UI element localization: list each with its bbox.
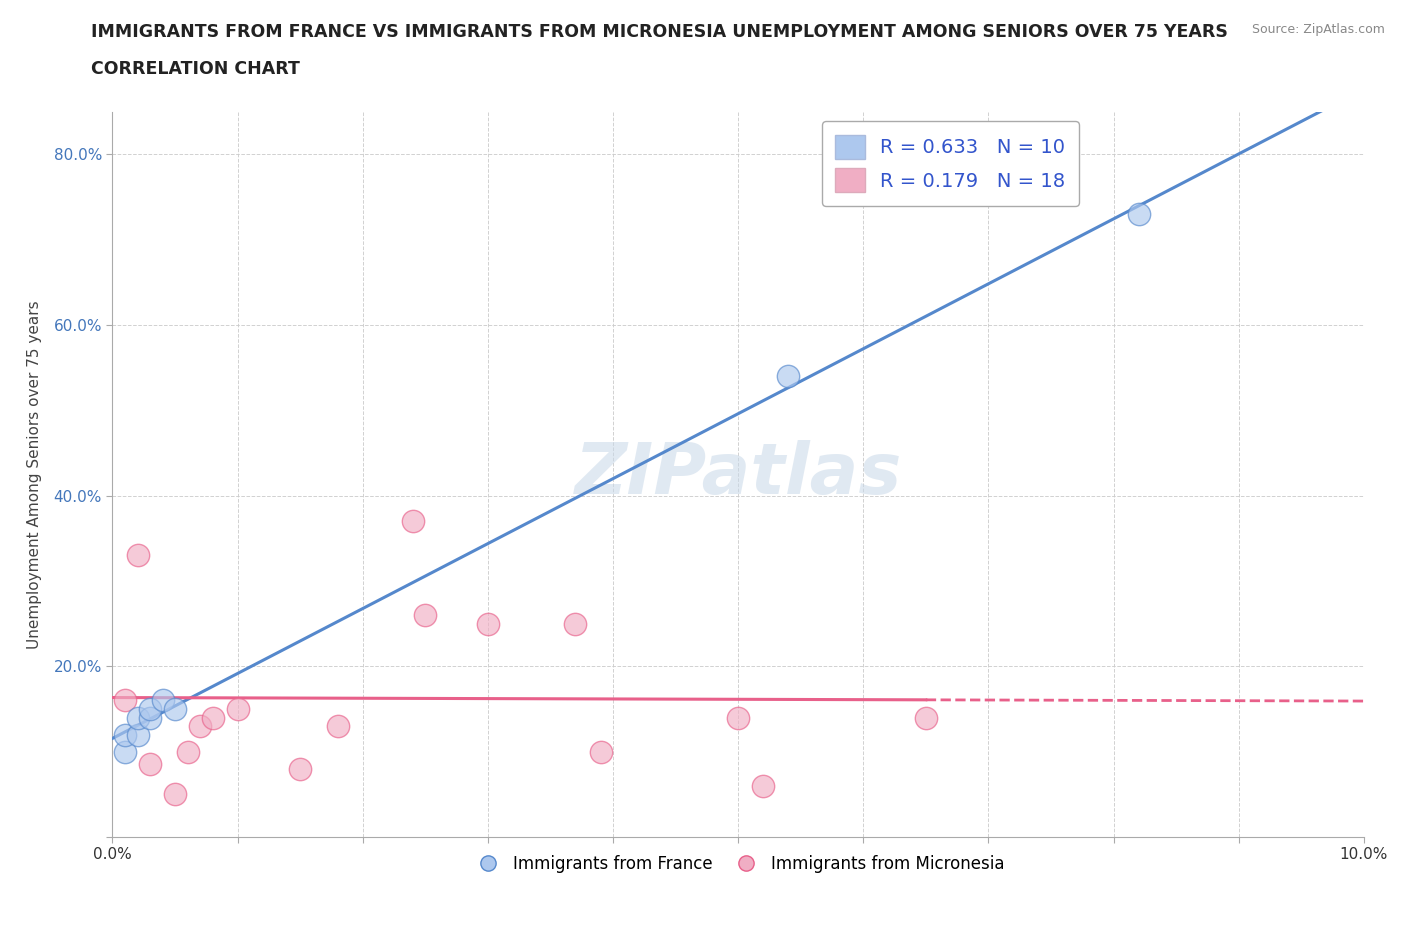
Text: CORRELATION CHART: CORRELATION CHART	[91, 60, 301, 78]
Point	[402, 513, 425, 528]
Point	[727, 711, 749, 725]
Text: ZIPatlas: ZIPatlas	[575, 440, 901, 509]
Point	[778, 368, 800, 383]
Text: Source: ZipAtlas.com: Source: ZipAtlas.com	[1251, 23, 1385, 36]
Point	[139, 711, 162, 725]
Point	[139, 757, 162, 772]
Point	[477, 617, 499, 631]
Point	[188, 719, 211, 734]
Point	[326, 719, 349, 734]
Point	[127, 711, 149, 725]
Point	[127, 548, 149, 563]
Point	[589, 744, 612, 759]
Point	[415, 607, 437, 622]
Point	[163, 787, 186, 802]
Point	[152, 693, 174, 708]
Point	[226, 701, 249, 716]
Point	[752, 778, 775, 793]
Point	[114, 744, 136, 759]
Point	[201, 711, 224, 725]
Point	[915, 711, 938, 725]
Legend: Immigrants from France, Immigrants from Micronesia: Immigrants from France, Immigrants from …	[465, 848, 1011, 880]
Point	[114, 727, 136, 742]
Point	[114, 693, 136, 708]
Point	[163, 701, 186, 716]
Text: IMMIGRANTS FROM FRANCE VS IMMIGRANTS FROM MICRONESIA UNEMPLOYMENT AMONG SENIORS : IMMIGRANTS FROM FRANCE VS IMMIGRANTS FRO…	[91, 23, 1229, 41]
Point	[127, 727, 149, 742]
Point	[1128, 206, 1150, 221]
Point	[139, 701, 162, 716]
Point	[564, 617, 586, 631]
Point	[290, 762, 312, 777]
Y-axis label: Unemployment Among Seniors over 75 years: Unemployment Among Seniors over 75 years	[28, 300, 42, 648]
Point	[176, 744, 198, 759]
